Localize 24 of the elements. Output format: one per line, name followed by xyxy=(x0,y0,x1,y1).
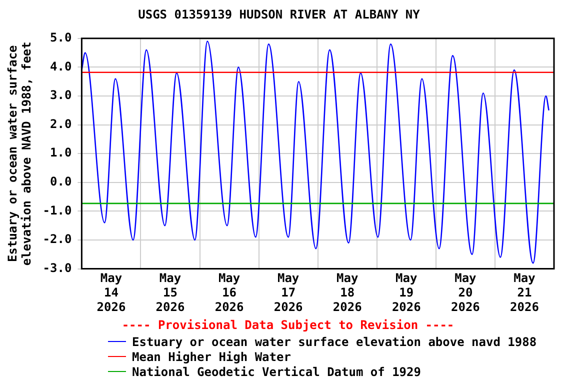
x-tick-label: May 17 2026 xyxy=(274,271,303,314)
y-tick-label: 1.0 xyxy=(50,146,72,160)
x-tick-label: May 16 2026 xyxy=(214,271,244,314)
chart-title: USGS 01359139 HUDSON RIVER AT ALBANY NY xyxy=(138,7,421,22)
y-tick-label: 2.0 xyxy=(50,116,72,131)
x-tick-label: May 21 2026 xyxy=(510,271,539,314)
line-series xyxy=(82,40,550,264)
y-tick-label: 5.0 xyxy=(50,30,72,45)
legend-label: Mean Higher High Water xyxy=(132,350,291,364)
y-tick-label: -1.0 xyxy=(42,203,72,218)
x-tick-label: May 15 2026 xyxy=(156,271,185,314)
y-tick-label: -3.0 xyxy=(42,260,72,275)
y-tick-label: 3.0 xyxy=(50,88,72,102)
legend-label: National Geodetic Vertical Datum of 1929 xyxy=(132,364,421,378)
y-tick-label: 4.0 xyxy=(50,59,72,74)
x-tick-label: May 20 2026 xyxy=(450,271,480,314)
x-tick-label: May 14 2026 xyxy=(96,271,126,314)
legend-label: Estuary or ocean water surface elevation above navd 1988 xyxy=(132,334,537,348)
text: ---- Provisional Data Subject to Revision ---- xyxy=(120,318,456,332)
y-tick-label: -2.0 xyxy=(42,232,72,246)
x-tick-label: May 19 2026 xyxy=(392,271,421,314)
y-tick-label: 0.0 xyxy=(50,174,72,189)
y-axis-title: Estuary or ocean water surface elevation above NAVD 1988, feet xyxy=(5,42,34,266)
x-tick-label: May 18 2026 xyxy=(332,271,362,314)
